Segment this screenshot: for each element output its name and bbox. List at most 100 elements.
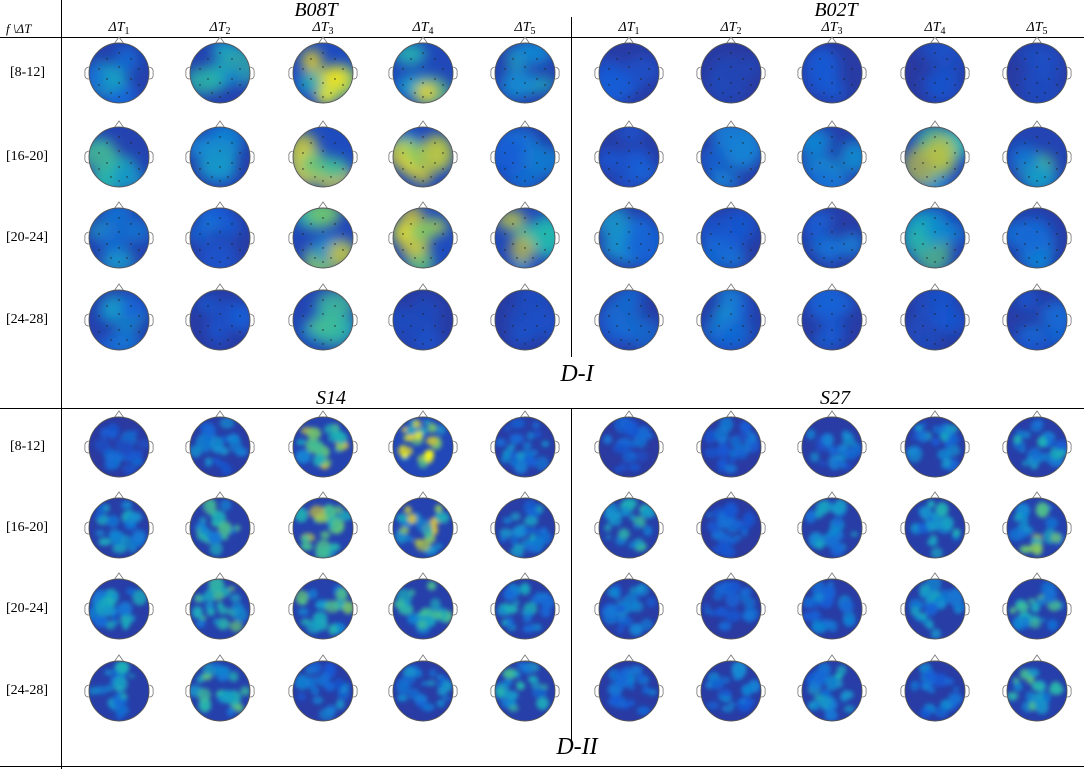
topomap-d-i-r3-c5	[490, 201, 560, 269]
topomap-d-i-r1-c1	[84, 36, 154, 104]
topomap-d-i-r1-c6	[594, 36, 664, 104]
topomap-d-i-r3-c8	[797, 201, 867, 269]
col-header-4: ΔT4	[412, 20, 434, 37]
topomap-d-ii-r2-c6	[594, 491, 664, 559]
topomap-d-ii-r4-c3	[288, 654, 358, 722]
topomap-d-i-r1-c8	[797, 36, 867, 104]
row-label-d1-3: [20-24]	[6, 230, 48, 245]
topomap-d-i-r3-c2	[185, 201, 255, 269]
topomap-d-ii-r1-c4	[388, 410, 458, 478]
topomap-d-ii-r4-c6	[594, 654, 664, 722]
topomap-d-ii-r3-c2	[185, 572, 255, 640]
topomap-d-ii-r4-c2	[185, 654, 255, 722]
topomap-d-i-r2-c5	[490, 120, 560, 188]
topomap-d-ii-r3-c1	[84, 572, 154, 640]
topomap-d-ii-r3-c8	[797, 572, 867, 640]
topomap-d-ii-r4-c9	[900, 654, 970, 722]
topomap-d-i-r4-c7	[696, 283, 766, 351]
row-label-d2-4: [24-28]	[6, 683, 48, 698]
topomap-d-ii-r4-c10	[1002, 654, 1072, 722]
topomap-d-ii-r4-c1	[84, 654, 154, 722]
row-label-d2-3: [20-24]	[6, 601, 48, 616]
col-header-9: ΔT4	[924, 20, 946, 37]
col-header-8: ΔT3	[821, 20, 843, 37]
col-header-3: ΔT3	[312, 20, 334, 37]
topomap-d-ii-r1-c3	[288, 410, 358, 478]
group-divider-bottom	[571, 408, 572, 748]
row-label-d1-1: [8-12]	[10, 65, 45, 80]
topomap-d-ii-r2-c3	[288, 491, 358, 559]
topomap-d-i-r4-c5	[490, 283, 560, 351]
col-header-10: ΔT5	[1026, 20, 1048, 37]
topomap-d-i-r2-c8	[797, 120, 867, 188]
topomap-d-i-r1-c3	[288, 36, 358, 104]
col-header-7: ΔT2	[720, 20, 742, 37]
topomap-d-ii-r3-c4	[388, 572, 458, 640]
col-header-1: ΔT1	[108, 20, 130, 37]
topomap-d-i-r2-c9	[900, 120, 970, 188]
topomap-d-i-r3-c10	[1002, 201, 1072, 269]
topomap-d-ii-r3-c10	[1002, 572, 1072, 640]
header-left-divider	[61, 0, 62, 769]
section-divider	[0, 408, 1084, 409]
topomap-d-i-r3-c3	[288, 201, 358, 269]
topomap-d-ii-r3-c6	[594, 572, 664, 640]
topomap-d-i-r1-c5	[490, 36, 560, 104]
topomap-d-ii-r1-c10	[1002, 410, 1072, 478]
group-title-b02t: B02T	[814, 0, 858, 21]
topomap-d-ii-r3-c7	[696, 572, 766, 640]
topomap-d-i-r2-c7	[696, 120, 766, 188]
topomap-d-i-r2-c1	[84, 120, 154, 188]
topomap-d-i-r1-c10	[1002, 36, 1072, 104]
topomap-d-ii-r2-c2	[185, 491, 255, 559]
topomap-d-i-r3-c1	[84, 201, 154, 269]
topomap-d-ii-r1-c1	[84, 410, 154, 478]
topomap-d-i-r4-c8	[797, 283, 867, 351]
topomap-d-ii-r3-c5	[490, 572, 560, 640]
row-label-d2-1: [8-12]	[10, 439, 45, 454]
topomap-d-i-r1-c4	[388, 36, 458, 104]
topomap-d-ii-r2-c5	[490, 491, 560, 559]
row-label-d1-4: [24-28]	[6, 312, 48, 327]
topomap-d-ii-r4-c5	[490, 654, 560, 722]
header-rule	[0, 37, 1084, 38]
topomap-d-ii-r1-c7	[696, 410, 766, 478]
topomap-d-ii-r4-c4	[388, 654, 458, 722]
topomap-d-ii-r4-c8	[797, 654, 867, 722]
topomap-d-ii-r2-c10	[1002, 491, 1072, 559]
topomap-d-i-r4-c3	[288, 283, 358, 351]
topomap-d-ii-r2-c4	[388, 491, 458, 559]
topomap-d-ii-r4-c7	[696, 654, 766, 722]
topomap-d-i-r2-c6	[594, 120, 664, 188]
col-header-5: ΔT5	[514, 20, 536, 37]
topomap-d-i-r4-c10	[1002, 283, 1072, 351]
topomap-d-ii-r1-c2	[185, 410, 255, 478]
col-header-2: ΔT2	[209, 20, 231, 37]
group-title-s14: S14	[316, 387, 346, 409]
group-title-b08t: B08T	[294, 0, 338, 21]
corner-label: f \ΔT	[6, 21, 32, 36]
topomap-d-i-r4-c6	[594, 283, 664, 351]
row-label-d1-2: [16-20]	[6, 149, 48, 164]
row-label-d2-2: [16-20]	[6, 520, 48, 535]
topomap-d-i-r2-c10	[1002, 120, 1072, 188]
topomap-d-i-r4-c1	[84, 283, 154, 351]
topomap-d-i-r1-c2	[185, 36, 255, 104]
group-title-s27: S27	[820, 387, 850, 409]
topomap-d-ii-r3-c9	[900, 572, 970, 640]
topomap-d-ii-r2-c7	[696, 491, 766, 559]
section-label-d1: D-I	[560, 361, 594, 387]
group-divider-top	[571, 17, 572, 357]
topomap-d-i-r2-c3	[288, 120, 358, 188]
section-label-d2: D-II	[556, 734, 598, 760]
topomap-d-i-r3-c4	[388, 201, 458, 269]
topomap-d-i-r2-c2	[185, 120, 255, 188]
topomap-d-i-r3-c7	[696, 201, 766, 269]
topomap-d-i-r1-c9	[900, 36, 970, 104]
col-header-6: ΔT1	[618, 20, 640, 37]
topomap-d-i-r1-c7	[696, 36, 766, 104]
topomap-d-ii-r2-c9	[900, 491, 970, 559]
bottom-rule	[0, 766, 1084, 767]
topomap-d-i-r4-c2	[185, 283, 255, 351]
